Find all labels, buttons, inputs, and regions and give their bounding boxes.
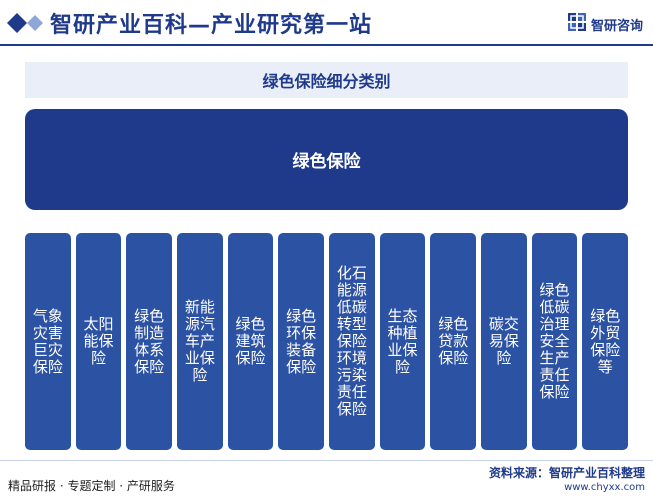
child-node: 太阳能保险 — [75, 233, 122, 450]
footer-url: www.chyxx.com — [564, 482, 645, 493]
child-node-label: 生态种植业保险 — [387, 306, 418, 376]
child-node: 绿色外贸保险等 — [582, 233, 629, 450]
child-node-label: 绿色环保装备保险 — [286, 306, 317, 376]
child-node-label: 太阳能保险 — [83, 315, 114, 367]
child-node: 绿色制造体系保险 — [126, 233, 173, 450]
child-node-label: 气象灾害巨灾保险 — [32, 306, 63, 376]
root-node: 绿色保险 — [25, 109, 628, 210]
child-node-label: 绿色贷款保险 — [438, 315, 469, 367]
child-node-label: 绿色外贸保险等 — [590, 306, 621, 376]
child-node: 化石能源低碳转型保险环境污染责任保险 — [329, 233, 375, 450]
page-title: 智研产业百科—产业研究第一站 — [50, 13, 373, 38]
brand-name: 智研咨询 — [590, 18, 643, 34]
header-divider — [0, 44, 653, 46]
child-node: 绿色低碳治理安全生产责任保险 — [531, 233, 578, 450]
diagram-title: 绿色保险细分类别 — [262, 72, 391, 91]
child-node: 生态种植业保险 — [379, 233, 426, 450]
child-node-label: 绿色建筑保险 — [235, 315, 266, 367]
child-node: 气象灾害巨灾保险 — [25, 233, 71, 450]
child-node: 绿色建筑保险 — [227, 233, 274, 450]
child-node: 碳交易保险 — [481, 233, 527, 450]
root-node-label: 绿色保险 — [292, 152, 361, 172]
children-row: 气象灾害巨灾保险 太阳能保险 绿色制造体系保险 新能源汽车产业保险 绿色建筑保险… — [25, 233, 629, 450]
child-node-label: 绿色低碳治理安全生产责任保险 — [539, 281, 570, 401]
child-node-label: 绿色制造体系保险 — [134, 306, 165, 376]
footer-divider — [0, 460, 653, 461]
footer-source: 资料来源：智研产业百科整理 — [488, 466, 645, 480]
child-node: 绿色环保装备保险 — [278, 233, 325, 450]
footer-services: 精品研报 · 专题定制 · 产研服务 — [8, 479, 175, 493]
child-node: 新能源汽车产业保险 — [177, 233, 223, 450]
diamond-icon — [6, 12, 46, 38]
header-bar: 智研产业百科—产业研究第一站 智研咨询 — [0, 0, 653, 44]
child-node-label: 化石能源低碳转型保险环境污染责任保险 — [336, 264, 367, 418]
child-node-label: 碳交易保险 — [488, 315, 519, 367]
brand-logo-icon — [567, 12, 587, 36]
child-node-label: 新能源汽车产业保险 — [184, 298, 215, 384]
child-node: 绿色贷款保险 — [430, 233, 477, 450]
brand-logo: 智研咨询 — [567, 12, 643, 36]
diagram-title-box: 绿色保险细分类别 — [25, 62, 628, 98]
